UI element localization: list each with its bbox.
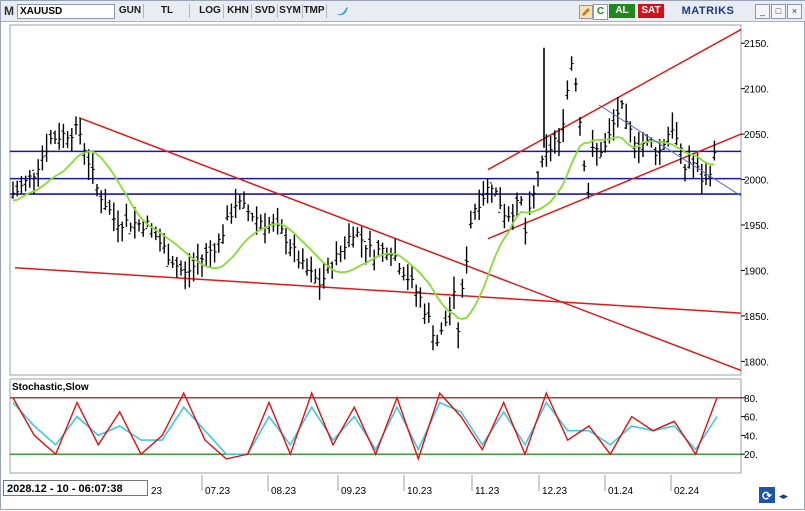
time-axis-label: 11.23 — [475, 486, 500, 497]
stochastic-title: Stochastic,Slow — [12, 382, 89, 393]
time-axis-label: 02.24 — [674, 486, 699, 497]
price-axis-label: 1900. — [744, 266, 769, 277]
period-button[interactable]: GUN — [117, 4, 144, 18]
stochastic-axis-label: 80. — [744, 394, 758, 405]
c-button[interactable]: C — [593, 4, 608, 20]
svg-text:⟳: ⟳ — [762, 489, 772, 503]
tmp-button[interactable]: TMP — [302, 4, 327, 18]
sym-button[interactable]: SYM — [278, 4, 303, 18]
stochastic-axis-label: 60. — [744, 413, 758, 424]
price-axis-label: 2050. — [744, 130, 769, 141]
currency-button[interactable]: TL — [145, 4, 190, 18]
stochastic-axis-label: 40. — [744, 431, 758, 442]
stochastic-axis-label: 20. — [744, 450, 758, 461]
price-axis-label: 2150. — [744, 39, 769, 50]
scroll-arrows-icon[interactable]: ◂▸ — [779, 492, 789, 502]
khn-button[interactable]: KHN — [225, 4, 252, 18]
stochastic-panel — [9, 378, 742, 474]
close-button[interactable]: × — [787, 4, 802, 19]
trend-line — [487, 28, 742, 171]
buy-button[interactable]: AL — [609, 4, 635, 18]
price-axis-label: 1800. — [744, 357, 769, 368]
time-axis-label-partial: 23 — [151, 486, 163, 497]
time-axis-label: 10.23 — [407, 486, 432, 497]
time-axis-label: 08.23 — [271, 486, 296, 497]
time-axis-label: 09.23 — [341, 486, 366, 497]
sell-button[interactable]: SAT — [638, 4, 664, 18]
price-axis-label: 2100. — [744, 85, 769, 96]
log-button[interactable]: LOG — [197, 4, 224, 18]
symbol-text: XAUUSD — [20, 6, 63, 17]
stochastic-k-line — [12, 391, 718, 462]
trend-line — [14, 266, 742, 314]
thin-trend-line — [598, 104, 742, 197]
moving-average-line — [12, 136, 715, 320]
toolbar: M XAUUSD GUN TL LOG KHN SVD SYM TMP C AL… — [1, 1, 805, 22]
svg-text:◂▸: ◂▸ — [779, 492, 789, 502]
maximize-button[interactable]: □ — [771, 4, 786, 19]
refresh-icon[interactable]: ⟳ — [759, 487, 775, 503]
price-panel — [9, 24, 742, 376]
chart-area: 2150. 2100. 2050. 2000. 1950. 1900. 1850. 1800.… — [9, 24, 789, 503]
matriks-logo: MATRIKS — [681, 5, 735, 17]
time-axis-label: 01.24 — [608, 486, 633, 497]
svd-button[interactable]: SVD — [253, 4, 278, 18]
time-axis-label: 12.23 — [542, 486, 567, 497]
symbol-input[interactable]: XAUUSD — [17, 4, 115, 19]
datetime-readout: 2028.12 - 10 - 06:07:38 — [3, 480, 148, 496]
price-axis-label: 1850. — [744, 312, 769, 323]
minimize-button[interactable]: _ — [755, 4, 770, 19]
trend-line — [78, 117, 742, 372]
time-axis-label: 07.23 — [205, 486, 230, 497]
pencil-icon[interactable] — [579, 5, 593, 19]
price-axis-label: 1950. — [744, 221, 769, 232]
price-axis-label: 2000. — [744, 176, 769, 187]
menu-m-button[interactable]: M — [4, 4, 14, 18]
twitter-icon[interactable] — [335, 4, 349, 18]
trend-line — [487, 133, 742, 240]
